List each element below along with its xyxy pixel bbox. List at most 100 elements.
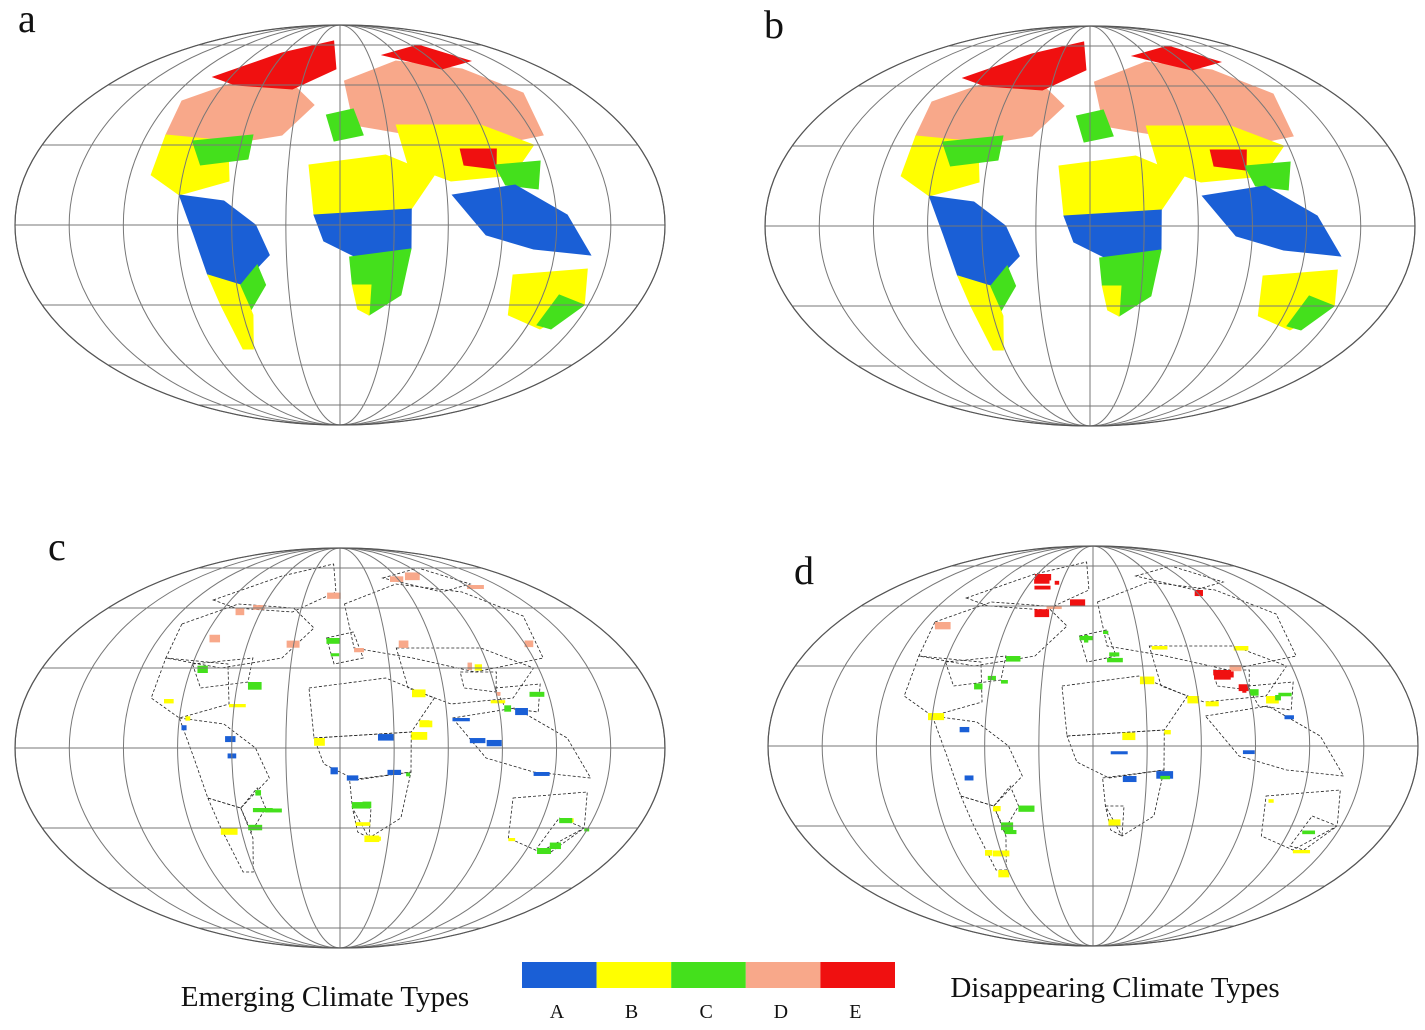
legend-class-label: E (849, 1001, 861, 1023)
climate-region (1063, 209, 1162, 259)
legend-swatch (596, 962, 672, 988)
change-patch (992, 806, 999, 812)
change-patch (964, 775, 974, 781)
climate-region (240, 264, 267, 311)
legend-right-text: Disappearing Climate Types (950, 972, 1279, 1004)
change-patch (265, 808, 282, 813)
change-patch (404, 572, 420, 581)
coastline (308, 677, 436, 739)
change-patch (1054, 580, 1060, 585)
change-patch (163, 698, 174, 704)
change-patch (354, 648, 364, 653)
change-patch (1205, 701, 1219, 707)
change-patch (1266, 696, 1279, 704)
coastline (1061, 675, 1189, 737)
change-patch (326, 638, 340, 644)
legend-class-label: C (700, 1001, 713, 1023)
change-patch (351, 802, 370, 809)
change-patch (419, 720, 433, 728)
change-patch (987, 675, 996, 681)
change-patch (504, 705, 512, 712)
coastline (207, 797, 254, 873)
change-patch (229, 704, 246, 708)
legend: A B C D E (522, 962, 895, 1023)
change-patch (1215, 671, 1234, 678)
coastline (150, 657, 230, 719)
change-patch (368, 836, 381, 841)
change-patch (355, 822, 371, 826)
change-patch (1139, 676, 1155, 685)
change-patch (1110, 751, 1128, 755)
legend-class-label: B (625, 1001, 638, 1023)
coastline (325, 631, 364, 665)
change-patch (1103, 630, 1109, 635)
change-patch (255, 790, 262, 796)
change-patch (327, 592, 341, 599)
change-patch (247, 682, 262, 690)
coastline (313, 731, 412, 781)
coastline (494, 683, 541, 713)
change-patch (1156, 771, 1174, 779)
change-patch (533, 772, 550, 776)
coastline (191, 657, 254, 689)
change-patch (220, 828, 238, 835)
change-patch (1278, 692, 1292, 697)
change-patch (1034, 609, 1050, 618)
change-patch (959, 726, 970, 733)
legend-swatch (820, 962, 895, 988)
panel-label: c (48, 524, 66, 569)
legend-left-text: Emerging Climate Types (181, 981, 469, 1013)
change-patch (1187, 696, 1200, 704)
coastline (918, 601, 1068, 667)
change-patch (559, 818, 573, 824)
change-patch (235, 608, 245, 616)
change-patch (1018, 805, 1035, 812)
change-patch (1005, 656, 1021, 662)
maps (14, 24, 1419, 949)
change-patch (1292, 850, 1311, 854)
change-patch (934, 622, 951, 630)
change-patch (998, 870, 1010, 878)
coastline (395, 647, 535, 705)
climate-region (1286, 295, 1336, 331)
change-patch (1194, 590, 1203, 597)
change-patch (1070, 599, 1086, 607)
legend-class-label: A (550, 1001, 565, 1023)
change-patch (1249, 689, 1259, 696)
climate-region (1244, 161, 1291, 191)
change-patch (411, 732, 428, 740)
change-patch (377, 734, 395, 741)
climate-region (494, 160, 541, 190)
climate-region (1130, 45, 1222, 71)
climate-region (1075, 109, 1114, 143)
change-patch (1164, 730, 1171, 735)
panel-label: b (764, 2, 784, 47)
panel-label: a (18, 0, 36, 41)
legend-class-label: D (774, 1001, 788, 1023)
change-patch (197, 665, 208, 673)
coastline (1204, 705, 1345, 777)
change-patch (1238, 684, 1249, 692)
change-patch (1151, 646, 1168, 650)
coastline (944, 655, 1007, 687)
legend-swatch (671, 962, 746, 988)
climate-region (990, 265, 1017, 312)
change-patch (549, 842, 561, 850)
coastline (1104, 805, 1125, 837)
climate-region (1101, 285, 1122, 317)
change-patch (474, 664, 483, 671)
world-map (14, 547, 666, 949)
legend-swatch (745, 962, 821, 988)
change-patch (1108, 819, 1121, 826)
change-patch (928, 713, 945, 721)
coastline (212, 563, 337, 613)
coastline (451, 707, 592, 779)
climate-region (313, 208, 412, 258)
climate-region (451, 184, 592, 256)
change-patch (253, 605, 265, 610)
change-patch (1229, 665, 1242, 672)
change-patch (1233, 646, 1249, 651)
change-patch (974, 683, 983, 690)
legend-swatch (522, 962, 597, 988)
